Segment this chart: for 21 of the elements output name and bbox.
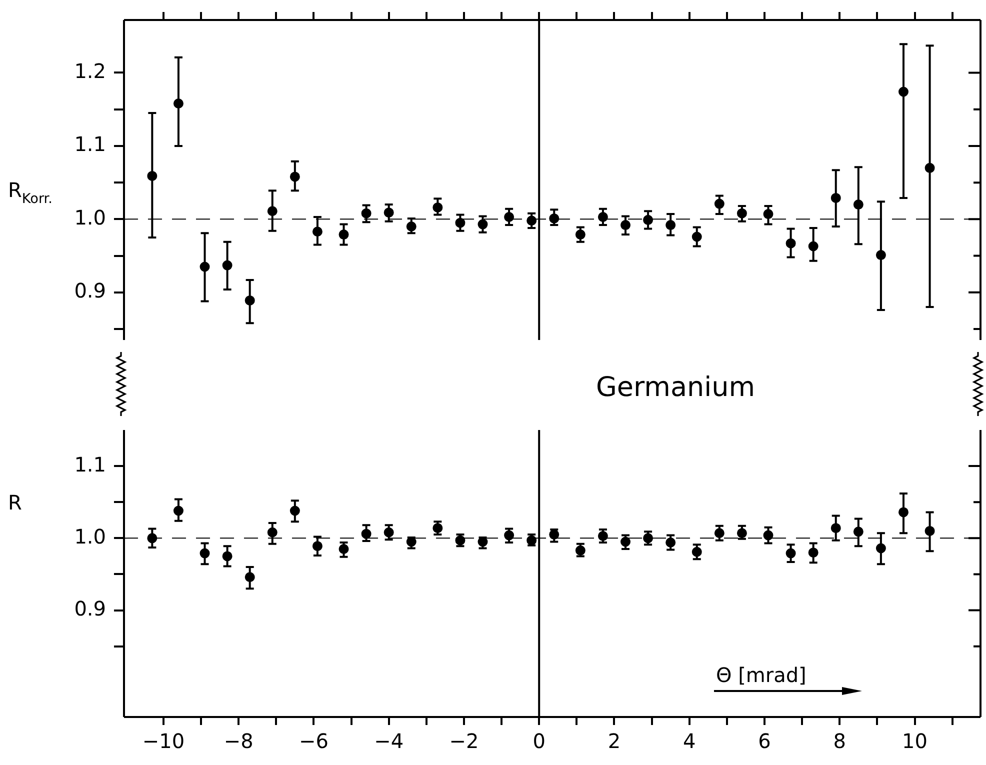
x-tick-label: −6 bbox=[298, 729, 328, 754]
x-tick-label: 6 bbox=[758, 729, 771, 754]
y-tick-label: 1.1 bbox=[74, 132, 106, 156]
x-tick-label: −4 bbox=[374, 729, 404, 754]
y-tick-label: 1.0 bbox=[74, 205, 106, 230]
y-tick-label: 1.0 bbox=[74, 524, 106, 548]
x-tick-label: 4 bbox=[683, 729, 696, 754]
x-tick-label: −10 bbox=[142, 729, 185, 754]
y-tick-label: 0.9 bbox=[74, 278, 106, 303]
x-tick-label: 10 bbox=[902, 729, 928, 754]
x-tick-label: 2 bbox=[608, 729, 621, 754]
y-tick-label: 1.1 bbox=[74, 452, 106, 476]
y-tick-label: 1.2 bbox=[74, 58, 106, 83]
x-axis-title: Θ [mrad] bbox=[716, 663, 806, 687]
y-tick-label: 0.9 bbox=[74, 596, 106, 620]
text: Germanium bbox=[596, 372, 756, 403]
x-tick-label: −2 bbox=[449, 729, 479, 754]
x-tick-label: 8 bbox=[833, 729, 846, 754]
y-axis-title: R bbox=[8, 490, 22, 514]
x-tick-label: −8 bbox=[224, 729, 254, 754]
x-tick-label: 0 bbox=[532, 729, 546, 754]
